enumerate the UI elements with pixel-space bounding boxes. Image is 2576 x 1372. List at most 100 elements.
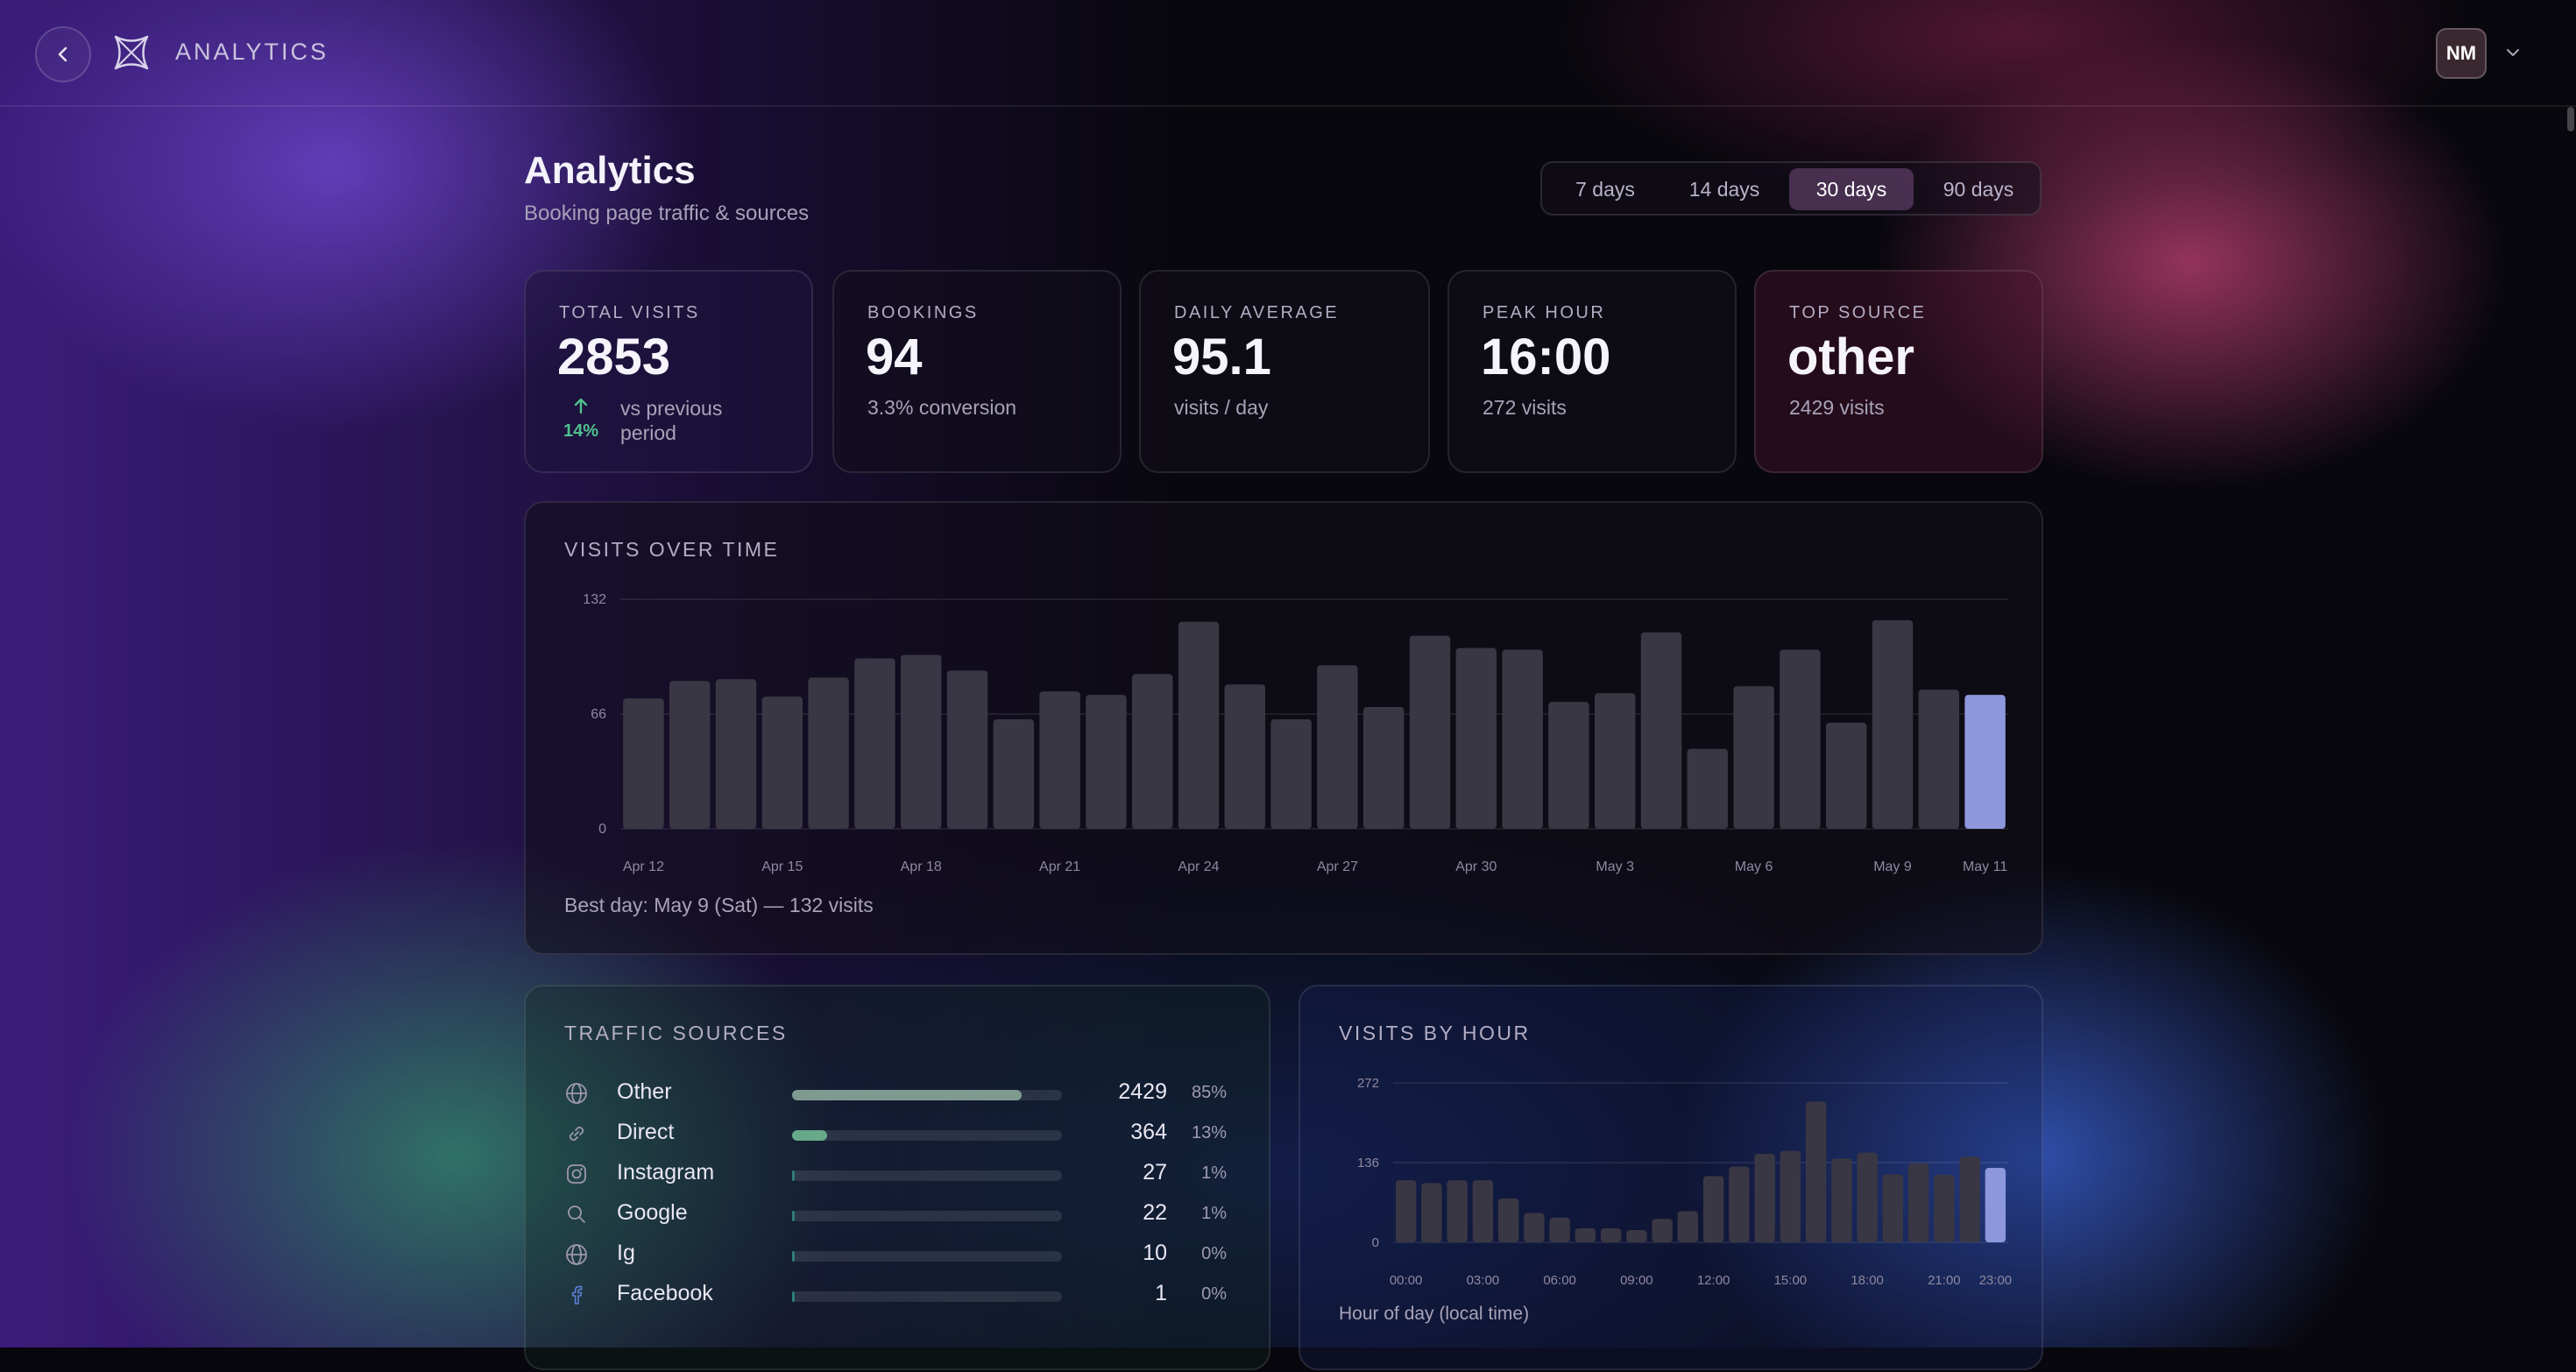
- chart-bar[interactable]: [1086, 695, 1127, 829]
- facebook-icon: [571, 1285, 583, 1305]
- chart-bar[interactable]: [1362, 707, 1405, 829]
- chart-bar[interactable]: [1964, 695, 2006, 829]
- stat-sub: visits / day: [1174, 396, 1269, 419]
- source-count: 27: [1143, 1160, 1167, 1185]
- chart-bar[interactable]: [1640, 632, 1682, 829]
- chart-bar[interactable]: [1317, 665, 1358, 829]
- x-tick-label: Apr 30: [1455, 859, 1497, 874]
- stat-value: 94: [866, 329, 923, 385]
- source-name: Google: [617, 1200, 688, 1225]
- chart-bar[interactable]: [1959, 1156, 1980, 1242]
- range-30-days-button[interactable]: 30 days: [1789, 168, 1914, 210]
- stat-card-daily-average: DAILY AVERAGE 95.1 visits / day: [1139, 270, 1430, 473]
- section-title: VISITS OVER TIME: [564, 538, 780, 561]
- chart-bar[interactable]: [1882, 1174, 1904, 1242]
- chevron-down-icon[interactable]: [2502, 42, 2523, 63]
- chart-bar[interactable]: [1549, 1217, 1570, 1242]
- chart-bar[interactable]: [1497, 1198, 1519, 1242]
- traffic-source-row: Ig 10 0%: [564, 1235, 1230, 1270]
- chevron-left-icon: [58, 46, 67, 62]
- range-14-days-button[interactable]: 14 days: [1688, 177, 1760, 201]
- chart-bar[interactable]: [1524, 1213, 1545, 1242]
- chart-bar[interactable]: [808, 677, 849, 829]
- chart-bar[interactable]: [1831, 1158, 1852, 1242]
- chart-bar[interactable]: [1224, 684, 1266, 829]
- chart-bar[interactable]: [1918, 690, 1960, 829]
- chart-bar[interactable]: [1934, 1175, 1955, 1242]
- source-name: Other: [617, 1079, 672, 1104]
- visits-over-time-chart: 0 66 132 Apr 12 Apr 15 Apr 18 Apr 21 Apr 24 Apr …: [583, 592, 2008, 874]
- chart-bar[interactable]: [1039, 691, 1080, 829]
- chart-bar[interactable]: [1805, 1101, 1827, 1242]
- chart-bar[interactable]: [1985, 1168, 2006, 1242]
- chart-bar[interactable]: [1270, 718, 1312, 829]
- source-count: 22: [1143, 1200, 1167, 1225]
- source-percent: 0%: [1201, 1244, 1227, 1263]
- x-tick-label: May 6: [1735, 859, 1773, 874]
- chart-bar[interactable]: [1447, 1180, 1468, 1242]
- best-day-summary: Best day: May 9 (Sat) — 132 visits: [564, 894, 874, 916]
- source-count: 1: [1155, 1281, 1167, 1305]
- source-share-track: [792, 1251, 1062, 1262]
- chart-bar[interactable]: [1131, 674, 1173, 829]
- x-tick-label: 09:00: [1620, 1273, 1653, 1288]
- traffic-source-row: Instagram 27 1%: [564, 1155, 1230, 1190]
- chart-bar[interactable]: [1907, 1163, 1929, 1242]
- chart-bar[interactable]: [715, 679, 757, 829]
- source-percent: 1%: [1201, 1204, 1227, 1223]
- chart-bar[interactable]: [623, 698, 664, 829]
- section-title: VISITS BY HOUR: [1339, 1022, 1531, 1044]
- chart-bar[interactable]: [900, 654, 942, 829]
- chart-bar[interactable]: [1502, 649, 1543, 829]
- chart-bar[interactable]: [1548, 702, 1589, 829]
- chart-bar[interactable]: [1626, 1229, 1647, 1242]
- chart-bar[interactable]: [1409, 635, 1451, 829]
- back-button[interactable]: [35, 26, 91, 82]
- chart-bar[interactable]: [1395, 1180, 1417, 1242]
- chart-bar[interactable]: [1780, 649, 1821, 829]
- user-avatar[interactable]: NM: [2436, 28, 2487, 79]
- top-bar: ANALYTICS NM: [0, 0, 2576, 107]
- chart-bar[interactable]: [1600, 1227, 1622, 1242]
- logo-icon: [114, 35, 149, 70]
- chart-bar[interactable]: [1575, 1227, 1596, 1242]
- chart-bar[interactable]: [1455, 647, 1497, 829]
- chart-bar[interactable]: [1594, 693, 1636, 829]
- traffic-sources-card: TRAFFIC SOURCES Other 2429 85% Direct 364 13%…: [524, 985, 1270, 1370]
- chart-bar[interactable]: [1702, 1176, 1724, 1242]
- chart-bar[interactable]: [1825, 722, 1867, 829]
- stat-label: PEAK HOUR: [1483, 303, 1606, 322]
- scrollbar-thumb[interactable]: [2567, 107, 2574, 131]
- globe-icon: [566, 1244, 587, 1265]
- chart-bar[interactable]: [1178, 621, 1220, 829]
- source-percent: 1%: [1201, 1163, 1227, 1183]
- chart-bar[interactable]: [854, 658, 895, 829]
- chart-bar[interactable]: [1780, 1150, 1801, 1242]
- chart-bar[interactable]: [669, 681, 711, 829]
- traffic-source-row: Facebook 1 0%: [564, 1276, 1230, 1311]
- chart-bar[interactable]: [1421, 1183, 1442, 1242]
- search-icon: [568, 1206, 585, 1223]
- range-90-days-button[interactable]: 90 days: [1943, 177, 2014, 201]
- chart-bar[interactable]: [1872, 619, 1914, 829]
- stat-value: 16:00: [1481, 329, 1611, 385]
- range-7-days-button[interactable]: 7 days: [1575, 177, 1635, 201]
- y-tick-label: 66: [591, 707, 606, 722]
- globe-icon: [566, 1083, 587, 1104]
- chart-bar[interactable]: [1857, 1152, 1878, 1242]
- chart-bar[interactable]: [1733, 686, 1774, 829]
- chart-bar[interactable]: [1472, 1180, 1494, 1242]
- chart-bar[interactable]: [1729, 1166, 1750, 1242]
- source-name: Direct: [617, 1120, 675, 1144]
- arrow-up-icon: [574, 398, 588, 414]
- chart-bar[interactable]: [993, 718, 1035, 829]
- chart-bar[interactable]: [761, 697, 803, 829]
- trend-text: vs previous period: [620, 397, 723, 444]
- chart-bar[interactable]: [1687, 748, 1729, 829]
- chart-bar[interactable]: [1754, 1153, 1775, 1242]
- chart-bar[interactable]: [1677, 1211, 1699, 1242]
- traffic-source-row: Direct 364 13%: [564, 1114, 1230, 1149]
- chart-bar[interactable]: [946, 670, 988, 829]
- y-tick-label: 136: [1357, 1156, 1379, 1170]
- chart-bar[interactable]: [1652, 1219, 1673, 1242]
